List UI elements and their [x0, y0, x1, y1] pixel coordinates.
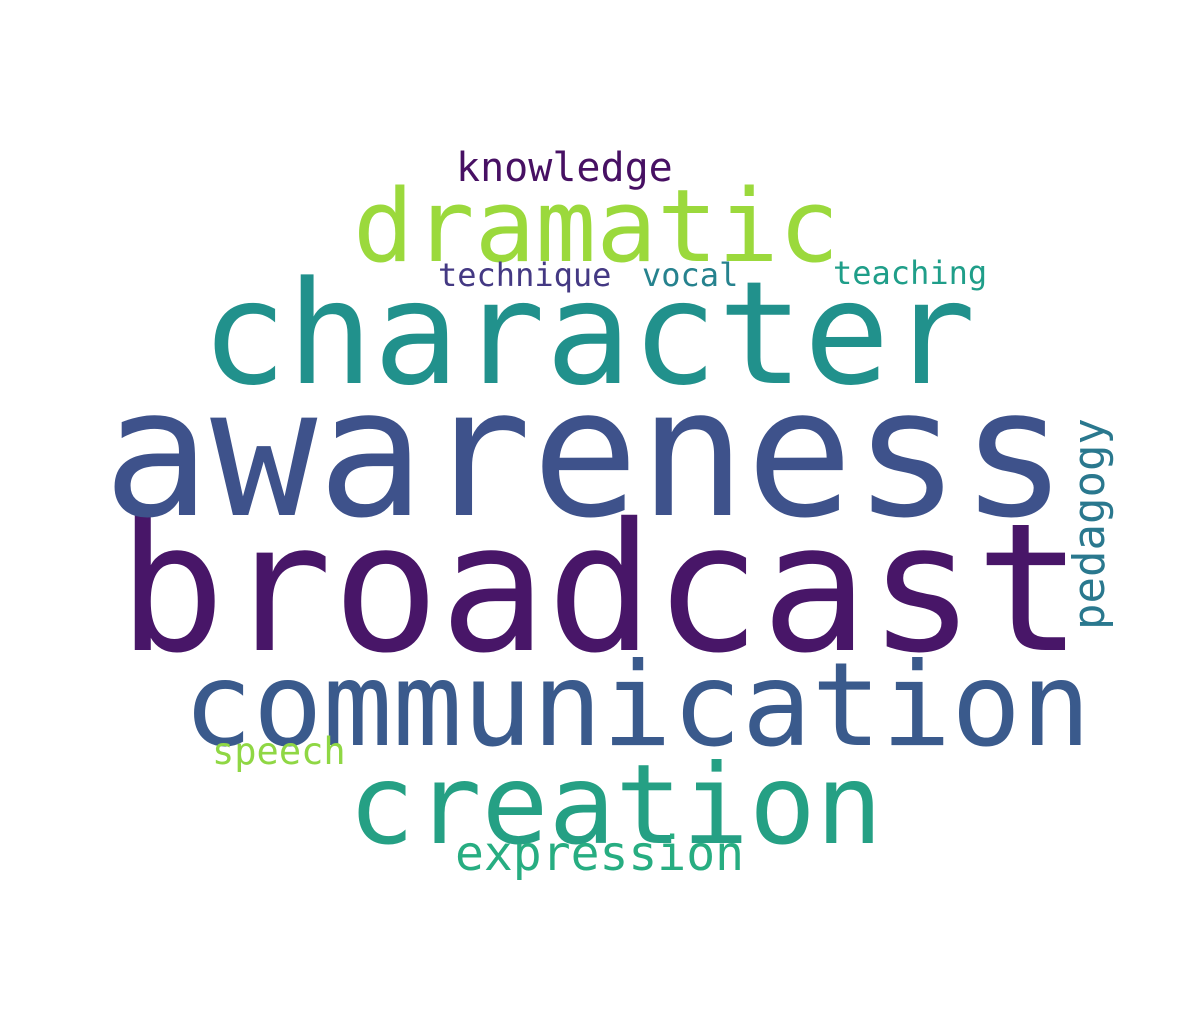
word-broadcast: broadcast — [118, 485, 1083, 692]
word-awareness: awareness — [103, 350, 1068, 557]
word-teaching: teaching — [833, 254, 988, 292]
word-dramatic: dramatic — [353, 167, 840, 285]
word-pedagogy: pedagogy — [1064, 418, 1115, 630]
word-expression: expression — [455, 826, 744, 882]
word-technique: technique — [438, 256, 612, 294]
word-creation: creation — [348, 741, 883, 870]
word-knowledge: knowledge — [456, 145, 673, 191]
word-speech: speech — [212, 730, 346, 773]
word-character: character — [201, 250, 976, 417]
word-communication: communication — [183, 638, 1091, 773]
word-vocal: vocal — [642, 256, 739, 294]
